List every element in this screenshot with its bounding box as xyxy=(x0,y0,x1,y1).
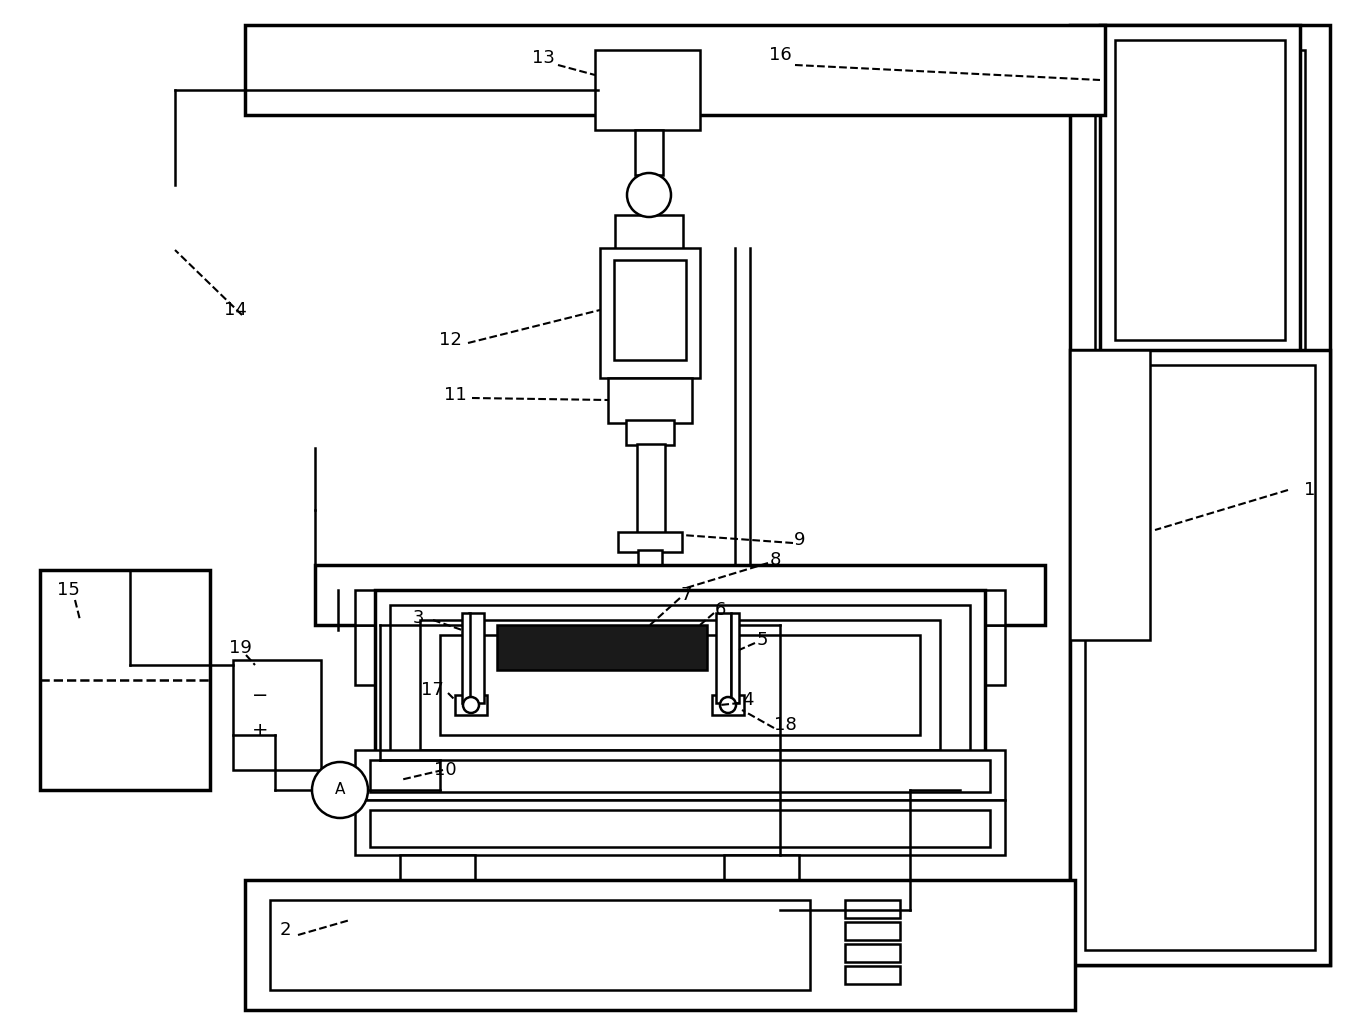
Bar xyxy=(315,565,1045,625)
Bar xyxy=(595,50,700,130)
Text: 4: 4 xyxy=(743,691,754,709)
Bar xyxy=(1070,350,1330,965)
Text: 8: 8 xyxy=(770,551,781,569)
Bar xyxy=(608,378,692,423)
Text: 19: 19 xyxy=(229,639,252,657)
Text: 17: 17 xyxy=(421,681,444,699)
Text: A: A xyxy=(334,782,345,797)
Text: 5: 5 xyxy=(756,631,767,649)
Bar xyxy=(600,248,700,378)
Bar xyxy=(845,922,900,940)
Bar xyxy=(636,130,663,175)
Bar xyxy=(390,605,970,755)
Text: 10: 10 xyxy=(434,761,456,779)
Bar xyxy=(355,590,1006,625)
Text: 6: 6 xyxy=(714,601,726,619)
Bar xyxy=(455,695,486,715)
Bar xyxy=(618,532,682,552)
Bar xyxy=(845,900,900,918)
Bar xyxy=(1115,40,1285,340)
Text: 1: 1 xyxy=(1304,481,1315,499)
Bar xyxy=(845,944,900,962)
Bar xyxy=(614,260,686,360)
Bar xyxy=(717,613,732,703)
Bar xyxy=(1085,365,1315,950)
Bar xyxy=(732,613,738,703)
Bar xyxy=(637,444,664,534)
Bar xyxy=(375,590,985,765)
Text: 3: 3 xyxy=(412,609,423,627)
Bar xyxy=(1100,25,1300,355)
Bar xyxy=(845,966,900,984)
Text: 9: 9 xyxy=(795,531,806,549)
Bar xyxy=(723,855,799,920)
Bar xyxy=(370,760,991,792)
Bar xyxy=(245,25,1106,115)
Text: 11: 11 xyxy=(444,386,466,404)
Bar xyxy=(421,620,940,750)
Bar xyxy=(355,750,1006,800)
Text: 2: 2 xyxy=(279,921,290,939)
Bar xyxy=(462,613,470,703)
Bar xyxy=(355,800,1006,855)
Bar xyxy=(1070,25,1330,965)
Bar xyxy=(440,636,921,735)
Circle shape xyxy=(312,762,369,818)
Bar xyxy=(233,660,321,770)
Bar xyxy=(1095,50,1306,945)
Text: 18: 18 xyxy=(774,716,796,734)
Bar xyxy=(712,695,744,715)
Bar xyxy=(621,588,682,628)
Circle shape xyxy=(627,173,671,217)
Text: 15: 15 xyxy=(56,581,79,599)
Circle shape xyxy=(721,697,736,713)
Bar xyxy=(1070,350,1149,640)
Text: +: + xyxy=(252,721,269,739)
Bar xyxy=(615,215,684,250)
Text: 12: 12 xyxy=(438,331,462,348)
Text: 14: 14 xyxy=(223,301,247,319)
Bar xyxy=(626,420,674,445)
Bar xyxy=(469,613,484,703)
Bar xyxy=(40,570,210,790)
Bar xyxy=(400,855,475,920)
Bar xyxy=(497,625,707,670)
Text: −: − xyxy=(252,686,269,704)
Text: 16: 16 xyxy=(769,46,792,64)
Bar xyxy=(638,550,662,588)
Text: 13: 13 xyxy=(532,49,555,67)
Circle shape xyxy=(463,697,480,713)
Bar xyxy=(355,625,1006,685)
Text: 7: 7 xyxy=(681,586,692,604)
Bar xyxy=(270,900,810,990)
Bar xyxy=(370,810,991,847)
Bar xyxy=(245,880,1075,1010)
